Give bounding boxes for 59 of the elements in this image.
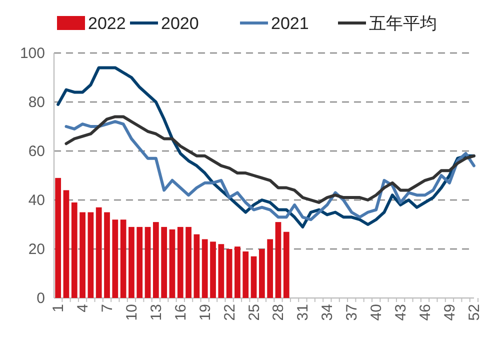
bar [234, 246, 240, 298]
y-tick-label: 20 [28, 241, 45, 258]
bar [152, 222, 159, 298]
x-tick-label: 31 [294, 304, 312, 321]
x-tick-label: 43 [392, 304, 410, 321]
bar [210, 242, 216, 298]
bar [128, 226, 134, 298]
y-tick-label: 60 [28, 143, 45, 160]
bar [226, 249, 232, 298]
bar [63, 190, 70, 298]
line-series [64, 115, 476, 204]
bar [120, 220, 126, 298]
x-tick-label: 10 [123, 304, 140, 321]
bar [88, 212, 94, 298]
bar [169, 229, 176, 298]
bar [80, 212, 86, 298]
bar [283, 232, 290, 298]
x-tick-label: 25 [246, 304, 263, 321]
y-tick-label: 0 [36, 290, 45, 307]
x-tick-label: 52 [466, 304, 483, 321]
line-series [64, 120, 476, 222]
bar [71, 202, 78, 298]
x-tick-label: 46 [417, 304, 434, 321]
bar [194, 234, 200, 298]
bar [55, 178, 62, 298]
x-tick-label: 4 [74, 304, 92, 312]
x-tick-label: 7 [99, 304, 116, 312]
x-tick-label: 49 [441, 304, 458, 321]
legend-label: 五年平均 [369, 14, 437, 33]
legend-label: 2022 [88, 14, 126, 33]
y-tick-label: 80 [28, 94, 45, 111]
bar [275, 222, 282, 298]
bar [104, 212, 110, 298]
bar [186, 226, 192, 298]
legend-label: 2021 [271, 14, 309, 33]
legend-label: 2020 [161, 14, 199, 33]
bar [267, 239, 274, 298]
bar [242, 251, 249, 298]
bar [96, 207, 102, 298]
x-tick-label: 28 [270, 304, 288, 321]
bar [144, 226, 151, 298]
y-tick-label: 100 [20, 45, 45, 62]
x-tick-label: 13 [148, 304, 165, 321]
y-tick-label: 40 [28, 192, 45, 209]
x-tick-label: 22 [221, 304, 238, 321]
bar [161, 226, 168, 298]
x-tick-label: 37 [344, 304, 361, 321]
bar [250, 256, 257, 298]
x-tick-label: 40 [368, 304, 386, 321]
bar [218, 244, 224, 298]
x-tick-label: 19 [196, 304, 214, 321]
x-tick-label: 1 [50, 304, 68, 312]
bar [177, 226, 184, 298]
bar [136, 226, 143, 298]
x-tick-label: 16 [172, 304, 190, 321]
x-tick-label: 34 [319, 304, 336, 321]
bar [112, 220, 118, 298]
bar [258, 249, 265, 298]
bar [202, 239, 208, 298]
